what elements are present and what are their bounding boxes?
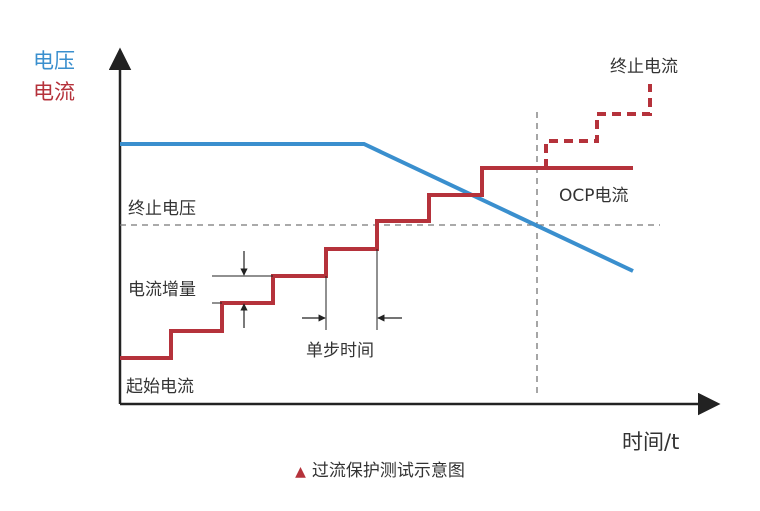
diagram-caption: ▲ 过流保护测试示意图	[0, 456, 760, 481]
voltage-curve	[120, 142, 634, 273]
start-current-label: 起始电流	[126, 377, 194, 397]
current-continuation	[544, 84, 652, 168]
stop-voltage-label: 终止电压	[128, 199, 196, 219]
triangle-marker-icon: ▲	[295, 464, 306, 480]
step-time-label: 单步时间	[306, 341, 374, 361]
ocp-current-label: OCP电流	[559, 186, 629, 206]
current-staircase	[120, 166, 633, 360]
time-axis-label: 时间/t	[622, 430, 679, 454]
current-increment-label: 电流增量	[128, 280, 196, 300]
voltage-axis-label: 电压	[33, 49, 75, 73]
current-axis-label: 电流	[33, 80, 75, 104]
caption-text: 过流保护测试示意图	[311, 461, 465, 481]
stop-current-label: 终止电流	[610, 57, 678, 77]
